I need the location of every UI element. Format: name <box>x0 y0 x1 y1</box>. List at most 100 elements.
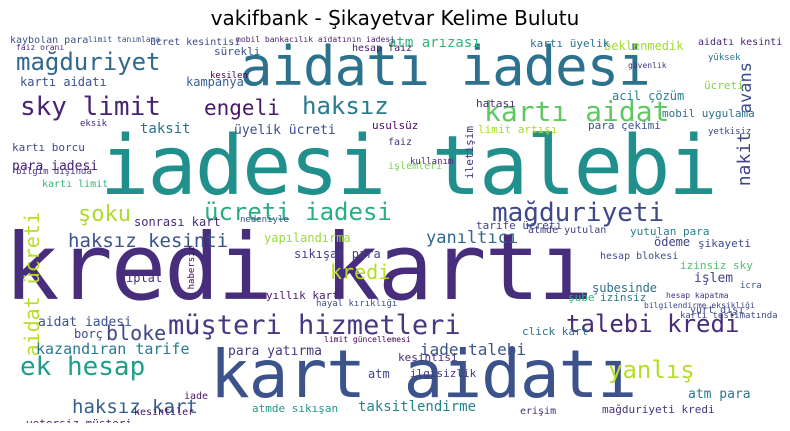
word: sürekli <box>214 45 261 58</box>
word: faiz oranı <box>16 43 65 52</box>
word: mağduriyet <box>16 48 161 76</box>
word: para iadesi <box>12 159 99 174</box>
word: kesilen <box>210 71 248 81</box>
word: kazandıran tarife <box>36 340 190 358</box>
word: aidatı kesintisi <box>698 37 782 48</box>
word: ücreti <box>704 79 744 92</box>
word: icra <box>740 281 762 291</box>
word: müşteri hizmetleri <box>168 310 461 341</box>
word: limit artışı <box>478 123 558 136</box>
word: kampanya <box>186 75 244 89</box>
word: üyelik ücreti <box>234 123 336 138</box>
word: işlem <box>694 271 734 286</box>
word: atm <box>368 367 390 381</box>
word: hesap blokesi <box>600 251 679 262</box>
word: erişim <box>520 406 557 417</box>
word: para yatırma <box>228 344 322 359</box>
word: nedeniyle <box>240 215 289 225</box>
word: talebi kredi <box>566 310 740 338</box>
word: sonrası kart <box>134 215 221 229</box>
word: şoku <box>78 202 131 227</box>
word: hesap kapatma <box>666 291 729 300</box>
word: eksik <box>80 119 108 129</box>
word: limit güncellemesi <box>324 335 411 344</box>
word: mağduriyeti <box>492 198 665 228</box>
word: sky limit <box>20 92 161 122</box>
word: ek hesap <box>20 352 146 382</box>
word: yıllık kart <box>266 289 339 302</box>
word: güvenlik <box>628 61 667 70</box>
word: şube <box>568 291 595 304</box>
word: kesintiler <box>134 407 195 418</box>
word: kesintisi <box>398 351 458 364</box>
chart-title: vakifbank - Şikayetvar Kelime Bulutu <box>210 6 580 30</box>
word: haksız kesinti <box>68 230 229 252</box>
word: para çekimi <box>588 119 661 132</box>
word: izinsiz sky <box>680 259 753 272</box>
word: beklenmedik <box>604 39 684 53</box>
word: kartı teslimatında <box>680 311 778 321</box>
word: borç <box>74 327 103 341</box>
word: hatası <box>476 97 516 110</box>
word: kartı aidatı <box>20 75 107 89</box>
word: yetersiz müşteri <box>26 418 132 423</box>
word: kartı borcu <box>12 141 85 154</box>
word: tarife ücreti <box>476 219 563 232</box>
word: kullanım <box>410 157 454 167</box>
word: haksız <box>302 92 389 120</box>
word: kartı üyelik <box>530 37 610 50</box>
word: kartı limit <box>42 179 109 190</box>
word: acil çözüm <box>612 89 685 103</box>
word: atmde sıkışan <box>252 402 339 415</box>
word: limit tanımlama <box>88 36 161 44</box>
word: mağduriyeti kredi <box>602 403 715 416</box>
word: şikayeti <box>698 237 751 250</box>
word: click kart <box>522 325 589 338</box>
word: yapılandırma <box>264 231 351 245</box>
word: atm para <box>688 387 751 402</box>
word: faiz <box>388 137 413 148</box>
word: iletişim <box>463 126 476 179</box>
word: yurt dışı <box>690 305 745 316</box>
word: hesap faiz <box>352 43 413 54</box>
word: yutulan para <box>630 225 710 238</box>
word: hayal kırıklığı <box>316 299 398 309</box>
word: usulsüz <box>372 119 419 132</box>
word: atmde yutulan <box>528 225 607 236</box>
word: haksız kart <box>72 396 198 418</box>
word: şubesinde <box>592 281 658 295</box>
word: bilgim dışında <box>16 167 92 177</box>
word: iade <box>184 391 209 402</box>
word: aidatı iadesi <box>240 36 651 98</box>
word: taksit <box>140 121 191 137</box>
word: kartı aidat <box>484 95 670 128</box>
word: yüksek <box>708 53 741 63</box>
word: sıkışan para <box>294 247 381 261</box>
word: kaybolan para <box>10 36 89 46</box>
word: kredi <box>330 260 391 284</box>
word: taksitlendirme <box>358 399 477 415</box>
word-cloud: kredi kartı iadesi talebi kart aidatı ai… <box>8 36 782 423</box>
word: kredi kartı <box>8 214 593 321</box>
word: yanıltıcı <box>426 228 519 248</box>
word: yanlış <box>608 356 695 384</box>
word: mobil uygulama <box>662 107 755 120</box>
word: işlemleri <box>388 161 443 172</box>
word: bilgilendirme eksikliği <box>644 301 755 310</box>
word: iptal <box>126 271 163 285</box>
word: bloke <box>106 321 167 345</box>
word: ödeme <box>654 235 691 249</box>
word: ilgisizlik <box>410 367 477 380</box>
word: habersiz <box>187 246 197 290</box>
word: iadesi talebi <box>100 119 718 214</box>
word: ücret kesintisi <box>150 37 241 48</box>
word: ücreti iadesi <box>204 198 392 226</box>
word: engeli <box>204 96 280 120</box>
word: iade talebi <box>420 340 526 359</box>
word: aidat ücreti <box>20 212 44 357</box>
word: kart aidatı <box>210 336 637 413</box>
word: nakit <box>734 132 755 187</box>
word: mobil bankacılık aidatının iadesi <box>236 36 395 44</box>
word: izinsiz <box>600 291 647 304</box>
word: aidat iadesi <box>38 315 132 330</box>
